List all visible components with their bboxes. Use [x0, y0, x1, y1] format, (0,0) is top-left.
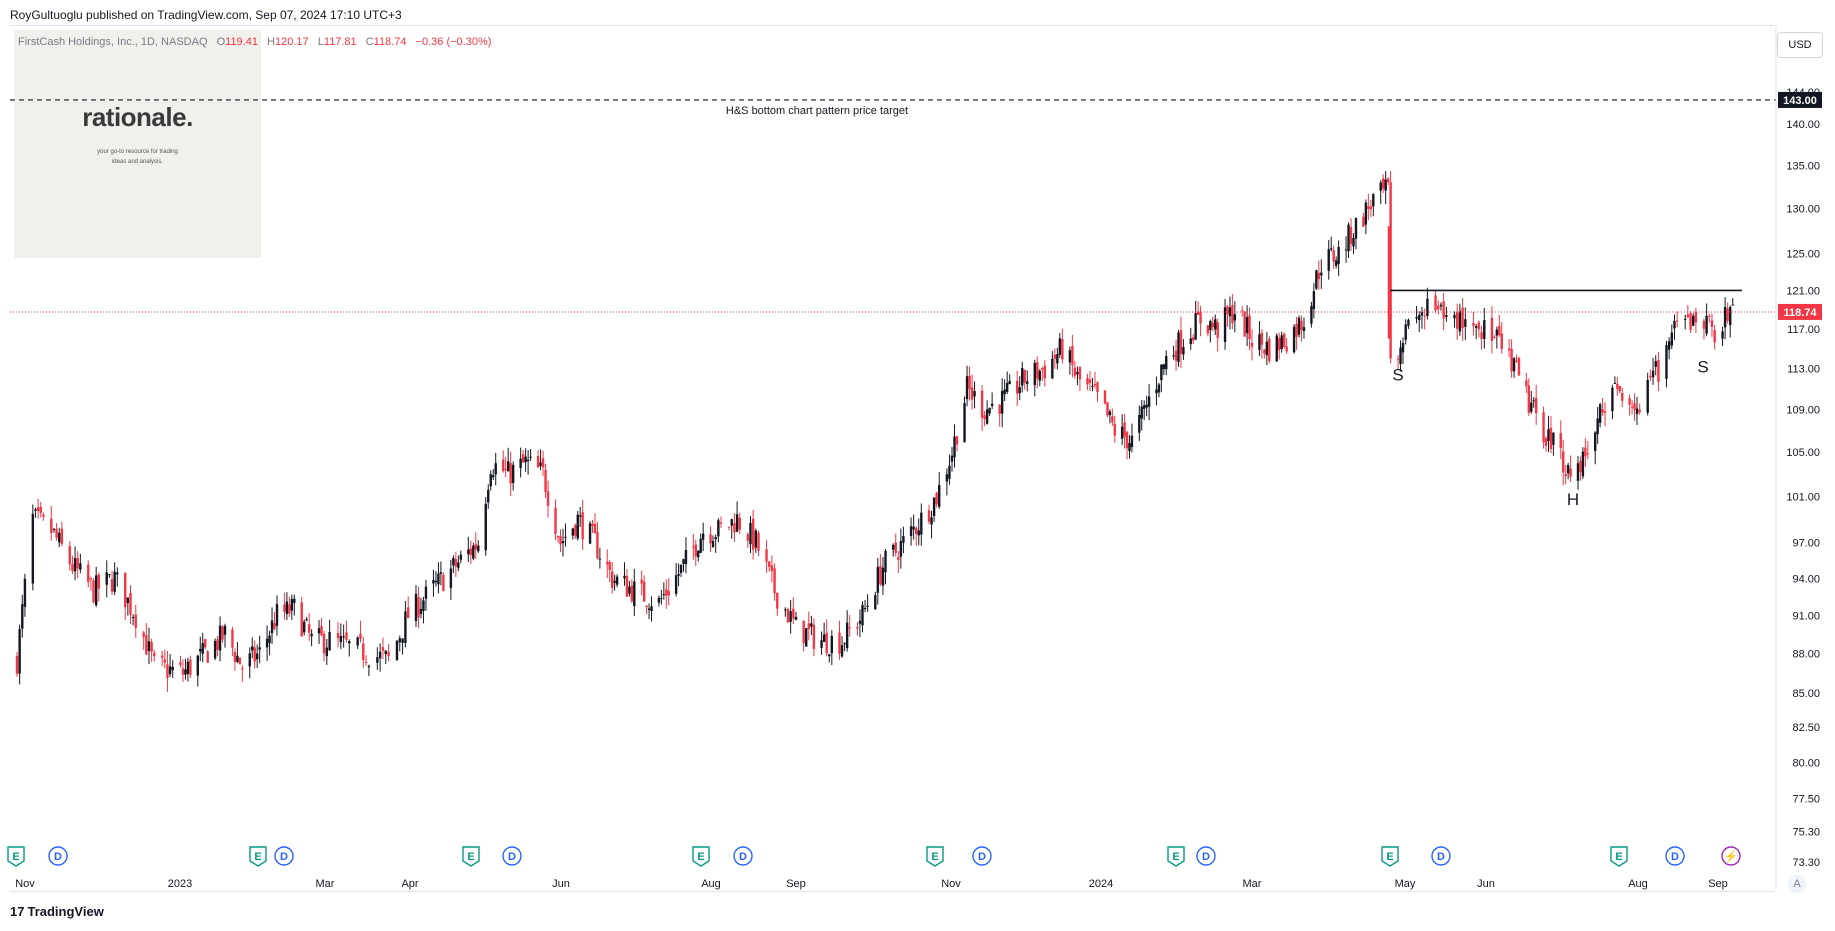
tradingview-logo[interactable]: 17 TradingView	[10, 904, 104, 919]
low-label: L	[317, 36, 324, 48]
open-label: O	[216, 36, 226, 48]
watermark-tagline-1: your go-to resource for trading	[97, 149, 178, 155]
close-label: C	[365, 36, 374, 48]
target-price-badge-bg	[1778, 91, 1822, 108]
tradingview-mark-icon: 17	[10, 904, 25, 919]
price-tick: 94.00	[1792, 573, 1820, 585]
watermark-tagline: your go-to resource for trading ideas an…	[14, 147, 261, 167]
price-tick: 113.00	[1787, 363, 1820, 375]
open-value: 119.41	[225, 36, 258, 48]
price-tick: 144.00	[1786, 87, 1820, 99]
watermark-tagline-2: ideas and analysis.	[111, 159, 164, 165]
auto-scale-button[interactable]: A	[1788, 875, 1806, 893]
symbol-legend[interactable]: FirstCash Holdings, Inc., 1D, NASDAQ O11…	[18, 36, 491, 48]
price-tick: 85.00	[1792, 688, 1820, 700]
price-tick: 88.00	[1792, 649, 1820, 661]
high-label: H	[267, 36, 275, 48]
currency-button[interactable]: USD	[1777, 32, 1823, 58]
price-tick: 101.00	[1786, 491, 1820, 503]
price-tick: 73.30	[1792, 857, 1820, 869]
price-tick: 125.00	[1786, 248, 1820, 260]
price-tick: 117.00	[1787, 324, 1820, 336]
price-axis: 144.00 140.00 135.00 130.00 125.00 121.00 117.…	[1775, 25, 1822, 890]
price-tick: 80.00	[1792, 757, 1820, 769]
high-value: 120.17	[274, 36, 309, 48]
last-price-badge-bg	[1778, 303, 1822, 320]
price-tick: 97.00	[1792, 538, 1820, 550]
price-tick: 109.00	[1786, 405, 1820, 417]
close-value: 118.74	[373, 36, 407, 48]
symbol-description[interactable]: FirstCash Holdings, Inc., 1D, NASDAQ	[18, 36, 208, 48]
tradingview-name: TradingView	[27, 904, 104, 919]
published-line: RoyGultuoglu published on TradingView.co…	[10, 8, 402, 22]
price-tick: 121.00	[1786, 285, 1820, 297]
price-tick: 130.00	[1786, 204, 1820, 216]
price-tick: 75.30	[1792, 826, 1820, 838]
price-tick: 140.00	[1786, 119, 1820, 131]
watermark-logo: rationale. your go-to resource for tradi…	[14, 30, 261, 258]
watermark-name: rationale.	[82, 102, 193, 132]
price-tick: 82.50	[1792, 722, 1820, 734]
chart-pane[interactable]	[10, 25, 1775, 892]
change-value: −0.36 (−0.30%)	[415, 36, 492, 48]
low-value: 117.81	[323, 36, 357, 48]
last-price-badge: 118.74	[1783, 307, 1817, 319]
price-tick: 91.00	[1792, 610, 1820, 622]
price-tick: 135.00	[1786, 161, 1820, 173]
target-price-badge: 143.00	[1783, 95, 1817, 107]
price-tick: 105.00	[1786, 447, 1820, 459]
price-tick: 77.50	[1792, 793, 1820, 805]
